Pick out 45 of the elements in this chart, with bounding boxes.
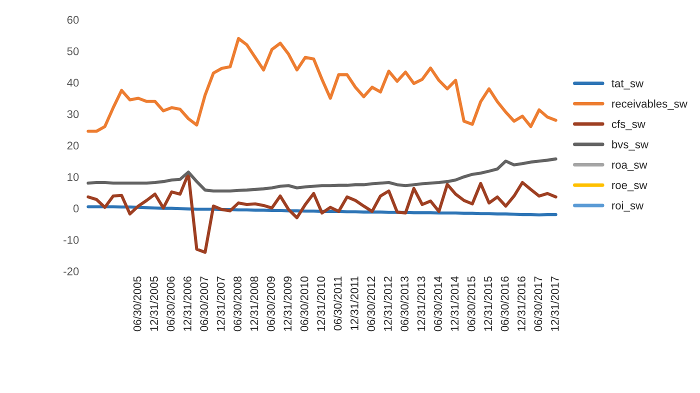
x-tick-label: 12/31/2015	[484, 276, 492, 331]
x-tick-label: 12/31/2005	[150, 276, 158, 331]
legend-label: cfs_sw	[612, 120, 646, 130]
x-tick-label: 06/30/2005	[133, 276, 142, 332]
line-series	[86, 157, 558, 193]
legend-label: receivables_sw	[612, 100, 688, 110]
x-tick-label: 12/31/2011	[350, 276, 358, 330]
y-tick-label: 60	[67, 16, 79, 24]
y-tick-label: -10	[64, 236, 79, 244]
x-tick-label: 12/31/2006	[183, 276, 192, 331]
legend-label: tat_sw	[612, 80, 644, 90]
x-tick-label: 06/30/2007	[200, 276, 208, 332]
legend-label: roa_sw	[612, 162, 648, 171]
x-tick-label: 06/30/2017	[534, 276, 542, 332]
x-tick-label: 06/30/2006	[166, 276, 175, 332]
x-tick-label: 06/30/2015	[467, 276, 476, 332]
y-tick-label: 20	[67, 142, 79, 150]
legend-label: bvs_sw	[612, 140, 649, 150]
x-tick-label: 12/31/2017	[550, 276, 559, 331]
x-tick-label: 06/30/2009	[266, 276, 275, 332]
x-tick-label: 12/31/2010	[316, 276, 325, 331]
x-tick-label: 12/31/2007	[216, 276, 225, 331]
y-tick-label: -20	[64, 267, 79, 276]
x-tick-label: 12/31/2009	[283, 276, 292, 331]
x-tick-label: 12/31/2016	[517, 276, 526, 331]
y-tick-label: 50	[67, 47, 79, 56]
x-tick-label: 12/31/2008	[250, 276, 258, 331]
line-series	[86, 172, 558, 254]
x-tick-label: 06/30/2014	[434, 276, 442, 332]
x-tick-label: 12/31/2013	[417, 276, 426, 331]
line-series	[86, 36, 558, 133]
x-tick-label: 06/30/2012	[366, 276, 376, 332]
x-tick-label: 06/30/2016	[500, 276, 509, 332]
y-tick-label: 40	[67, 78, 79, 87]
y-tick-label: 0	[73, 204, 79, 212]
x-tick-label: 06/30/2010	[300, 276, 308, 332]
legend-label: roe_sw	[612, 183, 648, 192]
x-tick-label: 12/31/2012	[384, 276, 392, 331]
x-tick-label: 06/30/2011	[334, 276, 342, 330]
y-tick-label: 10	[68, 173, 79, 181]
legend-label: roi_sw	[612, 201, 644, 212]
x-tick-label: 06/30/2013	[400, 276, 408, 332]
y-tick-label: 30	[67, 110, 79, 118]
x-tick-label: 12/31/2014	[450, 276, 459, 331]
x-tick-label: 06/30/2008	[233, 276, 242, 332]
